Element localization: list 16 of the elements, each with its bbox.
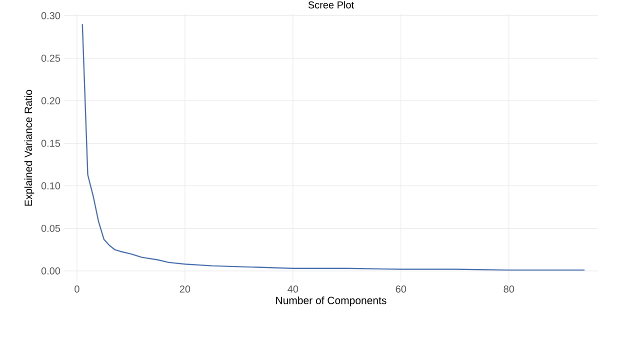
y-tick-label: 0.20 bbox=[41, 97, 60, 104]
x-tick-label: 80 bbox=[504, 286, 514, 293]
y-tick-label: 0.30 bbox=[41, 12, 60, 20]
x-tick-label: 20 bbox=[180, 286, 190, 293]
y-tick-label: 0.15 bbox=[41, 140, 60, 147]
line-series bbox=[82, 24, 586, 271]
y-tick-label: 0.10 bbox=[41, 182, 60, 190]
x-tick-label: 0 bbox=[74, 286, 80, 293]
y-tick-label: 0.25 bbox=[41, 54, 60, 62]
x-tick-label: 40 bbox=[288, 286, 298, 293]
y-tick-label: 0.05 bbox=[41, 224, 60, 232]
y-tick-label: 0.00 bbox=[41, 267, 60, 274]
x-tick-label: 60 bbox=[396, 286, 406, 293]
chart-title: Scree Plot bbox=[308, 1, 354, 8]
x-axis-title: Number of Components bbox=[276, 296, 386, 306]
y-axis-title: Explained Variance Ratio bbox=[24, 90, 34, 206]
